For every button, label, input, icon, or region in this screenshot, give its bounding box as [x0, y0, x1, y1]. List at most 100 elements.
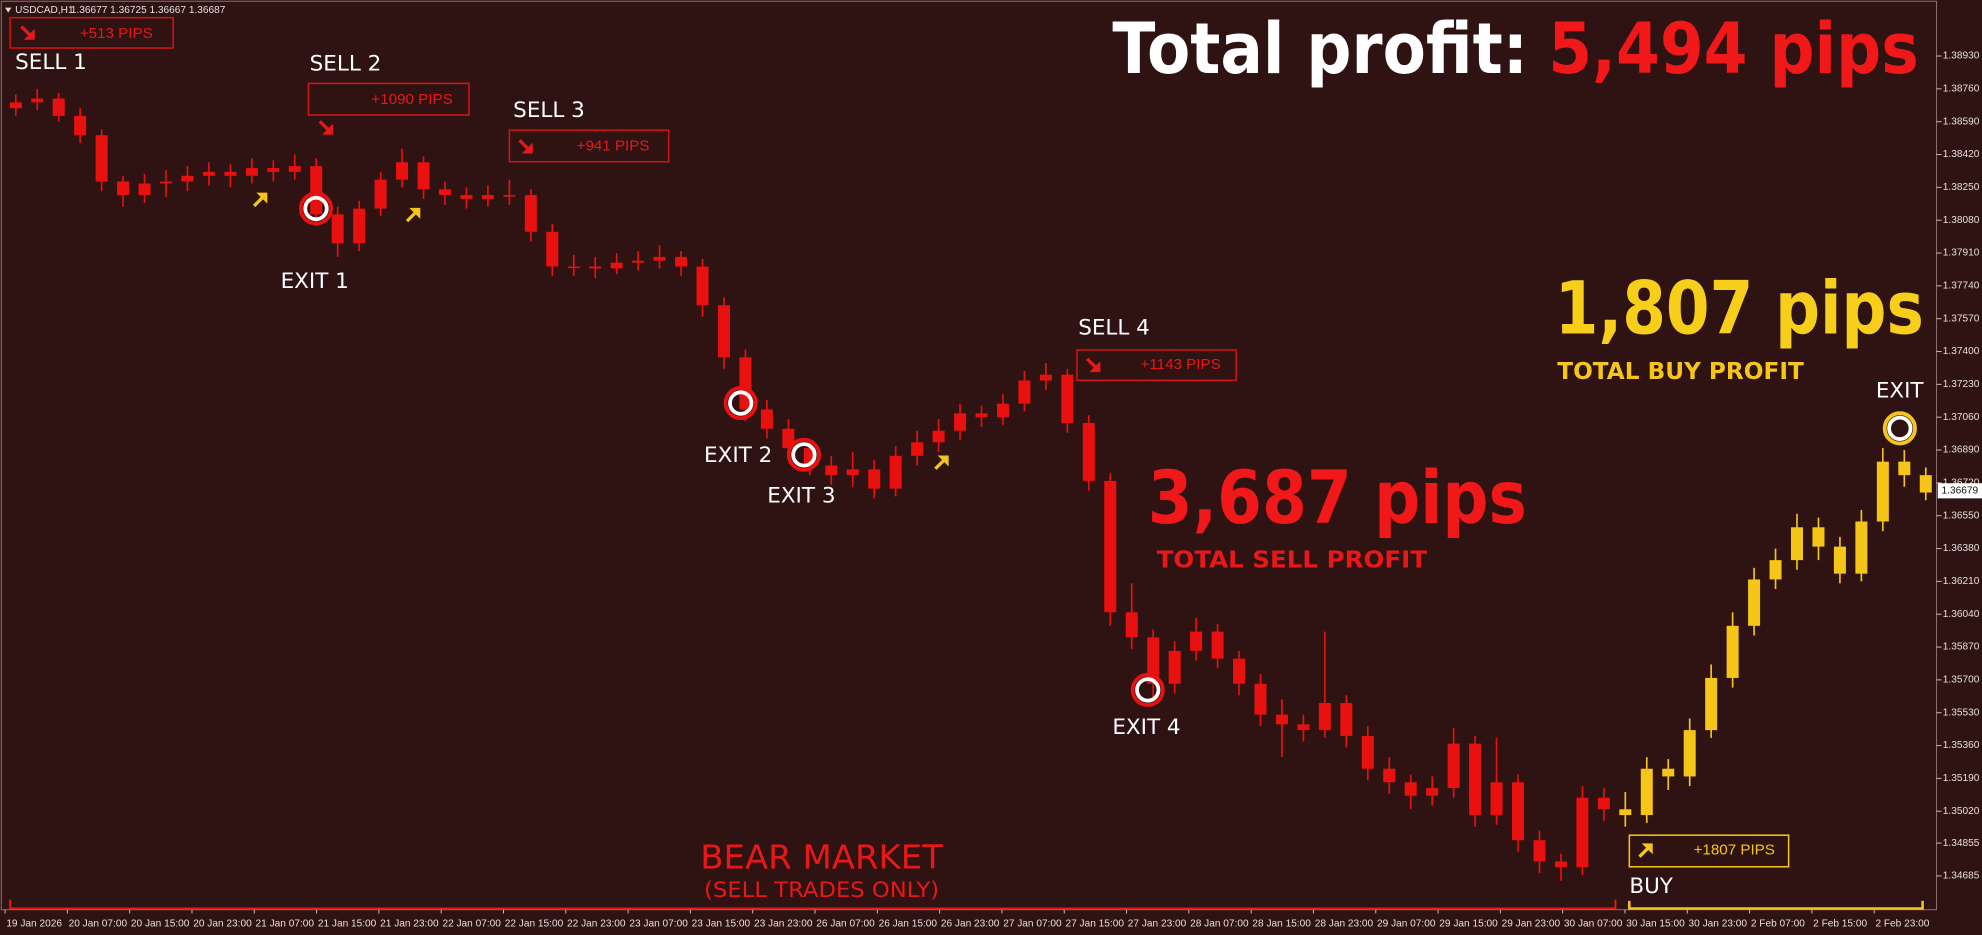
candle-body [1318, 703, 1331, 731]
exit-label: EXIT 1 [281, 269, 349, 294]
trade-label: SELL 4 [1078, 316, 1150, 341]
candle-body [1469, 743, 1482, 816]
x-tick-label: 21 Jan 23:00 [380, 918, 439, 929]
candle-body [1233, 658, 1246, 684]
x-tick-label: 26 Jan 23:00 [941, 918, 1000, 929]
result: +1090 PIPS [371, 91, 452, 108]
exit-marker [298, 191, 334, 226]
x-tick-label: 19 Jan 2026 [6, 918, 62, 929]
current-price-box [1937, 483, 1982, 499]
result-box [1628, 834, 1790, 868]
sell-total-label: TOTAL SELL PROFIT [1157, 548, 1428, 574]
trade-label: SELL 1 [15, 50, 87, 75]
result-box [9, 16, 174, 49]
candle-body [1361, 735, 1374, 769]
candle-body [868, 469, 881, 489]
y-tick-label: 1.35360 [1943, 740, 1980, 751]
candle-body [1490, 782, 1503, 816]
candle-body [396, 162, 409, 180]
result-box [1076, 349, 1237, 382]
sell-total: 3,687 pips [1148, 456, 1527, 541]
candle-body [503, 195, 516, 197]
trade-label: SELL 2 [310, 51, 382, 76]
buy-total-label: TOTAL BUY PROFIT [1557, 359, 1804, 385]
exit-marker [786, 437, 821, 472]
candle-body [1211, 631, 1224, 659]
candle-body [74, 115, 87, 136]
x-tick-label: 28 Jan 23:00 [1315, 918, 1374, 929]
exit-label: EXIT 3 [767, 484, 835, 509]
candles [9, 88, 1932, 881]
candle-body [95, 135, 108, 182]
candle-body [696, 266, 709, 306]
x-tick-label: 30 Jan 23:00 [1689, 918, 1748, 929]
candle-body [374, 179, 387, 209]
candle-body [1576, 797, 1589, 868]
candle-body [1018, 380, 1031, 404]
x-tick-label: 22 Jan 07:00 [442, 918, 501, 929]
plot-frame [0, 0, 1938, 911]
candle-body [1061, 374, 1074, 423]
y-tick-label: 1.38250 [1943, 182, 1980, 193]
x-tick-label: 30 Jan 15:00 [1626, 918, 1685, 929]
candle-body [31, 98, 44, 103]
candle-body [1190, 631, 1203, 651]
candle-body [1748, 579, 1761, 626]
x-tick-label: 23 Jan 23:00 [754, 918, 813, 929]
candle-body [932, 430, 945, 443]
candle-body [1383, 768, 1396, 783]
candle-body [825, 465, 838, 476]
candle-body [310, 166, 323, 215]
candle-body [1876, 461, 1889, 522]
result: +1143 PIPS [1140, 356, 1220, 373]
x-tick-label: 2 Feb 07:00 [1751, 918, 1805, 929]
candle-body [717, 305, 730, 358]
candle-body [1619, 809, 1632, 816]
trade-3: +941 PIPS [508, 129, 670, 163]
y-tick-label: 1.37910 [1943, 248, 1980, 259]
candle-body [331, 214, 344, 244]
y-tick-label: 1.37570 [1943, 313, 1980, 324]
candle-body [160, 181, 173, 184]
candle-body [1898, 461, 1911, 476]
x-tick-label: 29 Jan 07:00 [1377, 918, 1436, 929]
candle-body [353, 208, 366, 244]
candle-body [1512, 782, 1525, 841]
candle-body [889, 455, 902, 489]
candle-body [245, 168, 258, 176]
y-tick-label: 1.35530 [1943, 707, 1980, 718]
candle-body [417, 162, 430, 190]
candle-body [1662, 768, 1675, 777]
candle-body [1812, 527, 1825, 547]
trade-1: +513 PIPS [9, 16, 174, 49]
candle-body [224, 171, 237, 176]
x-tick-label: 2 Feb 15:00 [1813, 918, 1867, 929]
y-tick-label: 1.34855 [1943, 838, 1980, 849]
x-tick-label: 28 Jan 07:00 [1190, 918, 1249, 929]
y-tick-label: 1.38930 [1943, 51, 1980, 62]
result: +1807 PIPS [1694, 841, 1775, 858]
candle-body [202, 171, 215, 176]
y-tick-label: 1.34685 [1943, 871, 1980, 882]
candle-body [524, 195, 537, 232]
candle-body [1254, 683, 1267, 715]
candle-body [1340, 703, 1353, 736]
candle-body [181, 175, 194, 182]
x-tick-label: 20 Jan 23:00 [193, 918, 252, 929]
x-tick-label: 21 Jan 07:00 [256, 918, 315, 929]
candle-body [567, 266, 580, 269]
y-tick-label: 1.35190 [1943, 773, 1980, 784]
x-tick-label: 27 Jan 23:00 [1128, 918, 1187, 929]
x-tick-label: 21 Jan 15:00 [318, 918, 377, 929]
buy-bracket [1628, 900, 1924, 910]
y-tick-label: 1.35700 [1943, 675, 1980, 686]
x-tick-label: 29 Jan 15:00 [1439, 918, 1498, 929]
candle-body [1790, 527, 1804, 561]
result-box [508, 129, 670, 163]
trade-4: +1143 PIPS [1076, 349, 1237, 382]
candle-body [1147, 637, 1160, 684]
candle-body [610, 262, 623, 269]
x-tick-label: 22 Jan 15:00 [505, 918, 564, 929]
y-tick-label: 1.38080 [1943, 215, 1980, 226]
